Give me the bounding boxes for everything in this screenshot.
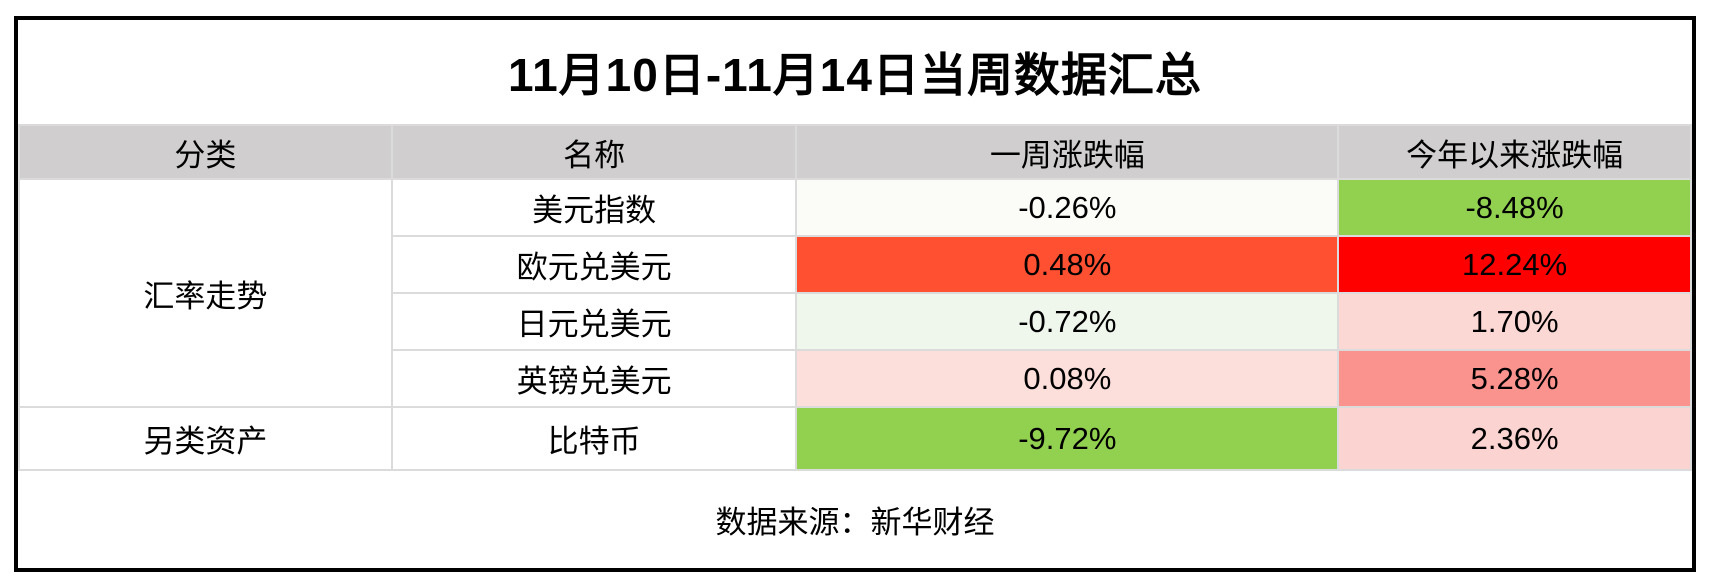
name-cell: 美元指数 [390, 178, 798, 237]
category-cell: 汇率走势 [18, 178, 393, 408]
week-change-cell: -9.72% [795, 406, 1340, 471]
name-cell: 欧元兑美元 [390, 235, 798, 294]
ytd-change-cell: 5.28% [1337, 349, 1692, 408]
weekly-data-table: 分类 名称 一周涨跌幅 今年以来涨跌幅 汇率走势 美元指数 -0.26% -8.… [18, 124, 1692, 471]
data-source-note: 数据来源：新华财经 [715, 505, 995, 540]
ytd-change-cell: -8.48% [1337, 178, 1692, 237]
week-change-cell: 0.48% [795, 235, 1340, 294]
table-row: 另类资产 比特币 -9.72% 2.36% [18, 406, 1692, 471]
week-change-cell: 0.08% [795, 349, 1340, 408]
table-row: 日元兑美元 -0.72% 1.70% [19, 292, 1692, 351]
table-row: 汇率走势 美元指数 -0.26% -8.48% [18, 178, 1692, 408]
category-cell: 另类资产 [18, 406, 393, 471]
column-header-category: 分类 [18, 124, 393, 180]
ytd-change-cell: 12.24% [1337, 235, 1692, 294]
column-header-week-change: 一周涨跌幅 [795, 124, 1340, 180]
name-cell: 英镑兑美元 [390, 349, 798, 408]
ytd-change-cell: 2.36% [1337, 406, 1692, 471]
column-header-name: 名称 [390, 124, 798, 180]
header-row: 分类 名称 一周涨跌幅 今年以来涨跌幅 [18, 124, 1692, 180]
page-title: 11月10日-11月14日当周数据汇总 [508, 49, 1202, 101]
ytd-change-cell: 1.70% [1337, 292, 1692, 351]
table-frame: 11月10日-11月14日当周数据汇总 分类 名称 一周涨跌幅 今年以来涨跌幅 … [14, 16, 1696, 572]
week-change-cell: -0.72% [795, 292, 1340, 351]
name-cell: 比特币 [390, 406, 798, 471]
column-header-ytd-change: 今年以来涨跌幅 [1337, 124, 1692, 180]
table-row: 英镑兑美元 0.08% 5.28% [19, 349, 1692, 408]
name-cell: 日元兑美元 [390, 292, 798, 351]
table-row: 欧元兑美元 0.48% 12.24% [19, 235, 1692, 294]
week-change-cell: -0.26% [795, 178, 1340, 237]
